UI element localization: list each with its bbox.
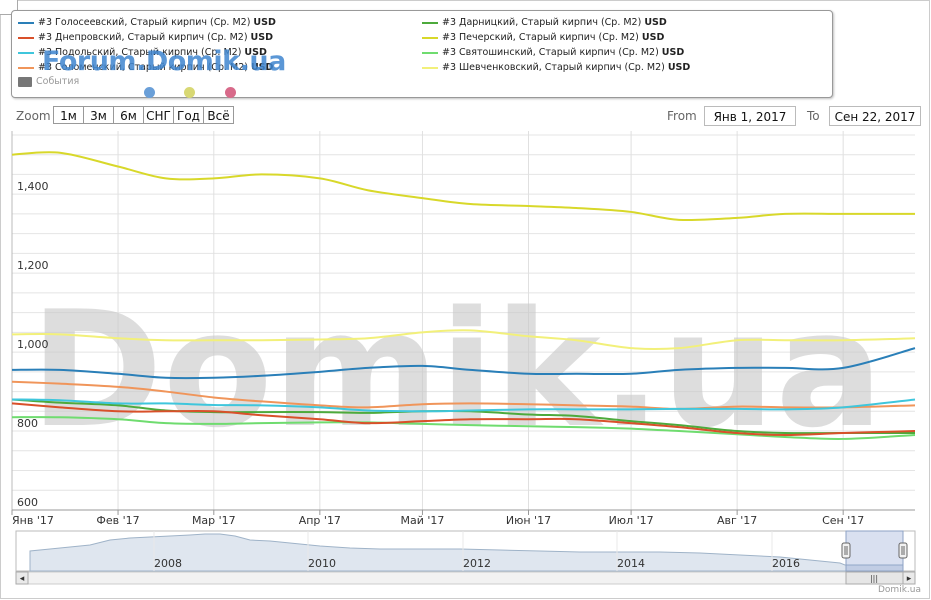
legend-swatch xyxy=(422,66,438,69)
legend-label: #3 Дарницкий, Старый кирпич (Ср. M2) xyxy=(442,17,642,28)
legend-label: #3 Шевченковский, Старый кирпич (Ср. M2) xyxy=(442,62,665,73)
x-tick-label: Фев '17 xyxy=(96,514,139,527)
legend-item-events[interactable]: События xyxy=(18,76,79,87)
legend-item-dneprovsky[interactable]: #3 Днепровский, Старый кирпич (Ср. M2) US… xyxy=(18,31,273,45)
legend-item-solomensky[interactable]: #3 Соломенский, Старый кирпич (Ср. M2) US… xyxy=(18,61,273,75)
scroll-right-arrow-icon: ▸ xyxy=(907,574,912,584)
x-axis: Янв '17 Фев '17 Мар '17 Апр '17 Май '17 Июн '… xyxy=(11,510,864,527)
legend-swatch xyxy=(18,51,34,54)
legend-label: #3 Святошинский, Старый кирпич (Ср. M2) xyxy=(442,47,659,58)
y-tick-label: 1,200 xyxy=(17,259,49,272)
series-line-2[interactable] xyxy=(11,398,916,413)
legend-item-pechersky[interactable]: #3 Печерский, Старый кирпич (Ср. M2) USD xyxy=(422,31,664,45)
x-tick-label: Авг '17 xyxy=(717,514,757,527)
legend-item-podolsky[interactable]: #3 Подольский, Старый кирпич (Ср. M2) USD xyxy=(18,46,267,60)
navigator-left-handle[interactable] xyxy=(841,542,851,559)
x-tick-label: Апр '17 xyxy=(299,514,341,527)
series-line-5[interactable] xyxy=(11,151,915,222)
scroll-right-button[interactable] xyxy=(902,571,916,585)
event-dot-pink[interactable] xyxy=(225,87,236,98)
navigator[interactable]: 2008 2010 2012 2014 2016 ||| ◂ ▸ xyxy=(15,530,916,585)
series-line-7[interactable] xyxy=(11,329,916,351)
events-box-icon xyxy=(18,76,32,87)
zoom-1m-button[interactable]: 1м xyxy=(53,106,84,124)
zoom-ytd-button[interactable]: СНГ xyxy=(143,106,174,124)
forum-watermark: Forum.Domik.ua xyxy=(42,46,286,77)
scroll-left-button[interactable] xyxy=(15,571,29,585)
zoom-all-button[interactable]: Всё xyxy=(203,106,234,124)
scrollbar-track[interactable] xyxy=(15,571,916,585)
series-line-1[interactable] xyxy=(11,402,916,436)
event-dot-blue[interactable] xyxy=(144,87,155,98)
navigator-year-label: 2012 xyxy=(463,557,491,570)
navigator-series-area xyxy=(29,533,904,572)
legend-unit: USD xyxy=(661,47,685,58)
legend-unit: USD xyxy=(244,47,267,58)
legend-unit: USD xyxy=(250,32,273,43)
series-line-6[interactable] xyxy=(11,416,916,440)
legend-item-darnitsky[interactable]: #3 Дарницкий, Старый кирпич (Ср. M2) USD xyxy=(422,16,667,30)
credit-link[interactable]: Domik.ua xyxy=(878,585,921,595)
navigator-year-label: 2016 xyxy=(772,557,800,570)
to-label: To xyxy=(807,109,820,123)
from-date-input[interactable]: Янв 1, 2017 xyxy=(704,106,796,126)
y-tick-label: 1,000 xyxy=(17,338,49,351)
navigator-selection[interactable] xyxy=(845,530,904,572)
y-tick-label: 1,400 xyxy=(17,180,49,193)
legend-swatch xyxy=(18,21,34,24)
to-date-input[interactable]: Сен 22, 2017 xyxy=(829,106,921,126)
navigator-right-handle[interactable] xyxy=(898,542,908,559)
x-tick-label: Май '17 xyxy=(401,514,445,527)
scroll-left-arrow-icon: ◂ xyxy=(20,574,25,584)
legend-label: #3 Голосеевский, Старый кирпич (Ср. M2) xyxy=(38,17,251,28)
legend-swatch xyxy=(18,36,34,39)
x-tick-label: Июл '17 xyxy=(609,514,654,527)
series-line-0[interactable] xyxy=(11,347,916,380)
x-tick-label: Мар '17 xyxy=(192,514,236,527)
x-tick-label: Янв '17 xyxy=(12,514,54,527)
events-label: События xyxy=(36,76,80,87)
legend-unit: USD xyxy=(250,62,274,73)
zoom-1y-button[interactable]: Год xyxy=(173,106,204,124)
legend-label: #3 Подольский, Старый кирпич (Ср. M2) xyxy=(38,47,242,58)
navigator-year-label: 2014 xyxy=(617,557,645,570)
legend-swatch xyxy=(422,21,438,24)
legend: #3 Голосеевский, Старый кирпич (Ср. M2) U… xyxy=(11,10,833,98)
legend-item-svyatoshinsky[interactable]: #3 Святошинский, Старый кирпич (Ср. M2) U… xyxy=(422,46,684,60)
y-tick-label: 600 xyxy=(17,496,38,509)
legend-unit: USD xyxy=(253,17,276,28)
navigator-year-label: 2010 xyxy=(308,557,336,570)
series-layer xyxy=(11,151,916,440)
legend-unit: USD xyxy=(667,62,691,73)
from-label: From xyxy=(667,109,697,123)
y-tick-label: 800 xyxy=(17,417,38,430)
zoom-label: Zoom xyxy=(16,109,51,123)
legend-unit: USD xyxy=(644,17,667,28)
navigator-year-label: 2008 xyxy=(154,557,182,570)
series-line-3[interactable] xyxy=(11,380,916,410)
scrollbar-grip: ||| xyxy=(870,574,878,583)
x-tick-label: Июн '17 xyxy=(506,514,551,527)
y-axis: 600 800 1,000 1,200 1,400 xyxy=(17,180,49,509)
legend-swatch xyxy=(422,51,438,54)
legend-item-shevchenkovsky[interactable]: #3 Шевченковский, Старый кирпич (Ср. M2)… xyxy=(422,61,690,75)
zoom-6m-button[interactable]: 6м xyxy=(113,106,144,124)
legend-swatch xyxy=(422,36,438,39)
legend-item-goloseevsky[interactable]: #3 Голосеевский, Старый кирпич (Ср. M2) U… xyxy=(18,16,276,30)
legend-label: #3 Днепровский, Старый кирпич (Ср. M2) xyxy=(38,32,248,43)
legend-swatch xyxy=(18,66,34,69)
legend-label: #3 Соломенский, Старый кирпич (Ср. M2) xyxy=(38,62,248,73)
legend-label: #3 Печерский, Старый кирпич (Ср. M2) xyxy=(442,32,639,43)
event-dot-yellow[interactable] xyxy=(184,87,195,98)
x-tick-label: Сен '17 xyxy=(822,514,864,527)
legend-unit: USD xyxy=(641,32,665,43)
zoom-3m-button[interactable]: 3м xyxy=(83,106,114,124)
